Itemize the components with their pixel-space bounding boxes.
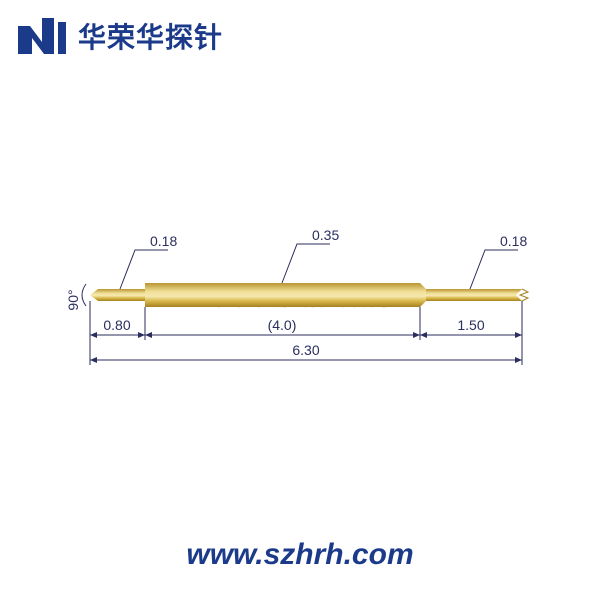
dim-tip-angle: 90° xyxy=(65,289,81,310)
dim-shaft-dia: 0.35 xyxy=(312,227,339,243)
dim-tail-length: 1.50 xyxy=(457,317,484,333)
dim-shaft-length: (4.0) xyxy=(268,317,297,333)
dim-tip-dia: 0.18 xyxy=(150,233,177,249)
dim-row-segments: 0.80 (4.0) 1.50 xyxy=(90,317,522,335)
website-url: www.szhrh.com xyxy=(0,538,600,572)
dim-tip-length: 0.80 xyxy=(103,317,130,333)
dim-row-total: 6.30 xyxy=(90,342,522,360)
pin-body xyxy=(90,283,528,307)
dim-tail-dia: 0.18 xyxy=(500,233,527,249)
pin-technical-drawing: 0.80 (4.0) 1.50 6.30 0.18 0.35 0.18 90° xyxy=(0,0,600,600)
dim-total-length: 6.30 xyxy=(292,342,319,358)
diameter-leaders: 0.18 0.35 0.18 xyxy=(120,227,527,289)
angle-label: 90° xyxy=(65,284,86,311)
